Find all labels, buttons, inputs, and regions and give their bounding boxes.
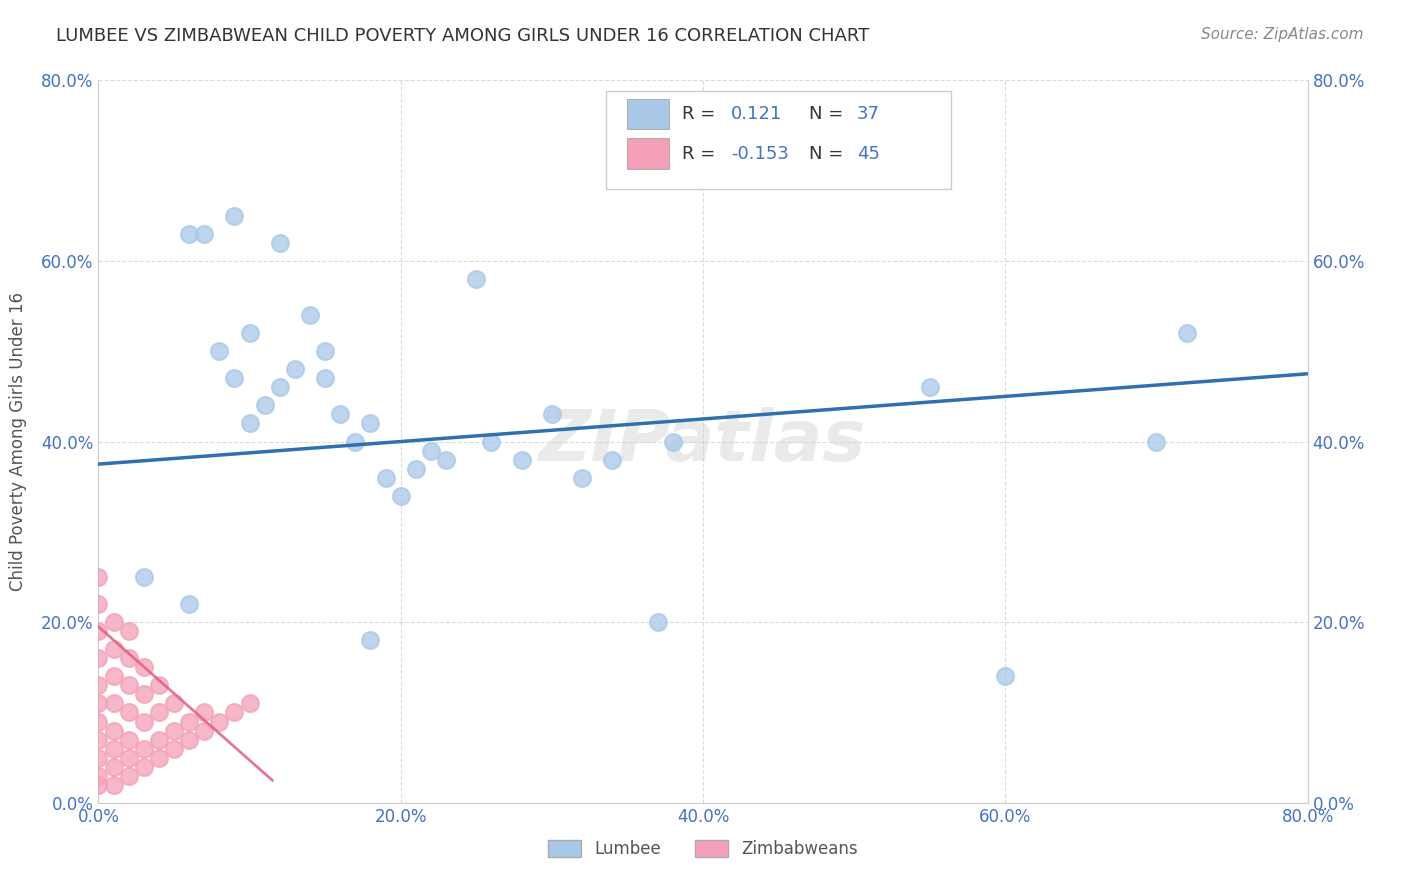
Point [132,760,155,774]
Point [329,408,352,422]
Point [103,760,125,774]
Text: R =: R = [682,145,716,162]
Point [1144,434,1167,449]
Point [163,723,186,738]
Point [87,778,110,792]
Point [132,570,155,584]
Point [148,706,170,720]
Point [87,750,110,764]
Point [118,706,141,720]
Point [118,750,141,764]
Text: ZIPatlas: ZIPatlas [540,407,866,476]
Text: -0.153: -0.153 [731,145,789,162]
Point [661,434,683,449]
Text: 37: 37 [856,105,880,123]
Point [87,597,110,611]
Point [224,371,246,385]
Point [132,714,155,729]
Point [571,471,593,485]
Point [103,615,125,630]
Point [465,272,488,286]
Point [87,570,110,584]
Point [299,308,322,322]
Point [360,417,382,431]
Point [148,678,170,692]
Point [103,723,125,738]
Y-axis label: Child Poverty Among Girls Under 16: Child Poverty Among Girls Under 16 [10,292,27,591]
Point [179,732,201,747]
Point [602,452,624,467]
Point [118,769,141,783]
Point [103,642,125,657]
Point [103,741,125,756]
Point [148,750,170,764]
Point [193,227,215,241]
Point [314,371,336,385]
Point [434,452,457,467]
Text: R =: R = [682,105,716,123]
Point [284,362,307,376]
Point [87,697,110,711]
Point [389,489,412,503]
Point [224,209,246,223]
Point [374,471,396,485]
Point [163,697,186,711]
FancyBboxPatch shape [606,91,950,189]
Point [103,669,125,683]
Point [193,723,215,738]
Point [179,714,201,729]
Point [481,434,503,449]
Point [132,741,155,756]
Point [87,769,110,783]
Point [1175,326,1198,340]
Point [103,697,125,711]
Point [253,398,276,412]
Point [87,678,110,692]
Point [118,732,141,747]
Text: LUMBEE VS ZIMBABWEAN CHILD POVERTY AMONG GIRLS UNDER 16 CORRELATION CHART: LUMBEE VS ZIMBABWEAN CHILD POVERTY AMONG… [56,27,869,45]
Point [87,624,110,639]
Point [132,660,155,674]
Point [208,344,231,359]
Point [87,732,110,747]
Point [148,732,170,747]
Point [103,778,125,792]
Point [269,235,291,250]
Point [269,380,291,394]
Point [239,326,262,340]
Point [163,741,186,756]
Point [510,452,533,467]
FancyBboxPatch shape [627,138,669,169]
Point [179,227,201,241]
Point [87,651,110,665]
Point [87,714,110,729]
Point [179,597,201,611]
Text: Source: ZipAtlas.com: Source: ZipAtlas.com [1201,27,1364,42]
Point [132,687,155,701]
Point [994,669,1017,683]
Point [918,380,941,394]
Point [647,615,669,630]
Point [420,443,443,458]
Text: N =: N = [810,145,844,162]
Point [314,344,336,359]
Point [239,697,262,711]
Point [193,706,215,720]
Text: 0.121: 0.121 [731,105,782,123]
Point [405,461,427,475]
Text: 45: 45 [856,145,880,162]
FancyBboxPatch shape [627,99,669,129]
Point [540,408,562,422]
Legend: Lumbee, Zimbabweans: Lumbee, Zimbabweans [540,832,866,867]
Point [360,633,382,648]
Point [239,417,262,431]
Point [344,434,367,449]
Text: N =: N = [810,105,844,123]
Point [224,706,246,720]
Point [118,624,141,639]
Point [118,678,141,692]
Point [118,651,141,665]
Point [208,714,231,729]
